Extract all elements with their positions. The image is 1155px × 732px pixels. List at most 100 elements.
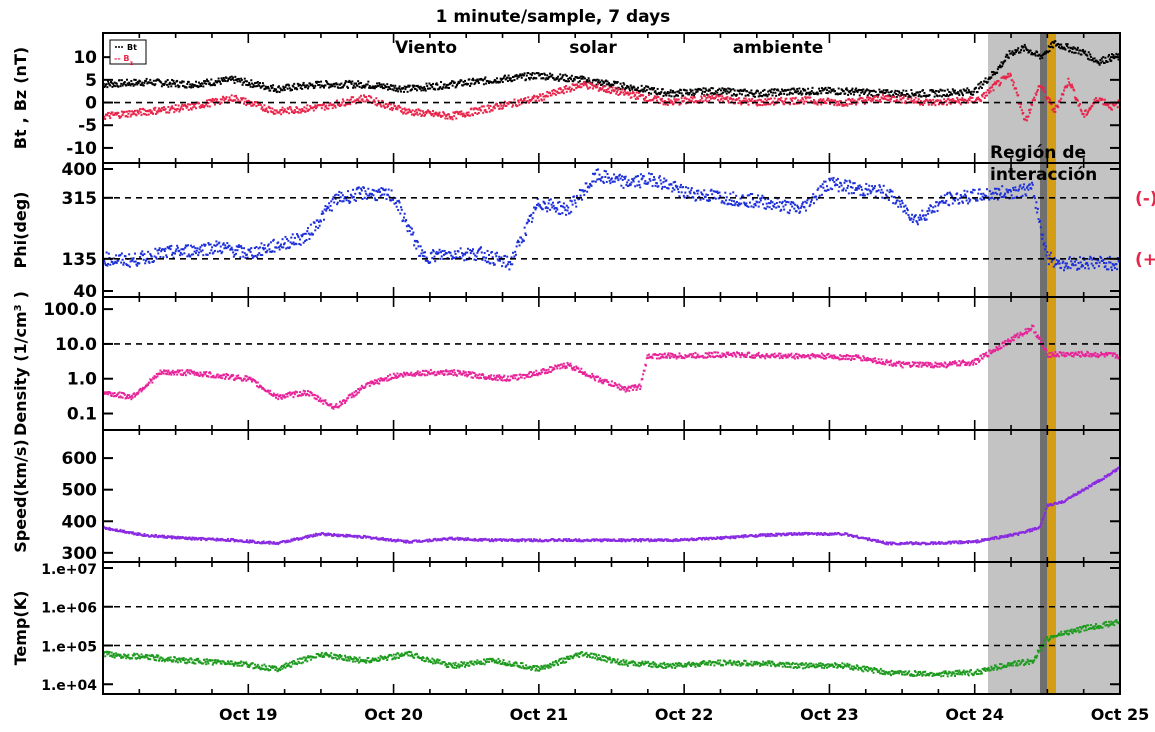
- data-point: [368, 86, 371, 89]
- data-point: [476, 251, 479, 254]
- data-point: [1069, 267, 1072, 270]
- data-point: [396, 200, 399, 203]
- data-point: [245, 100, 248, 103]
- data-point: [1052, 46, 1055, 49]
- data-point: [563, 85, 566, 88]
- data-point: [240, 78, 243, 81]
- data-point: [154, 106, 157, 109]
- data-point: [338, 190, 341, 193]
- data-point: [852, 93, 855, 96]
- data-point: [610, 384, 613, 387]
- data-point: [768, 206, 771, 209]
- data-point: [706, 100, 709, 103]
- data-point: [982, 83, 985, 86]
- data-point: [384, 188, 387, 191]
- data-point: [310, 232, 313, 235]
- data-point: [719, 93, 722, 96]
- data-point: [769, 89, 772, 92]
- data-point: [109, 84, 112, 87]
- data-point: [140, 253, 143, 256]
- data-point: [639, 385, 642, 388]
- data-point: [949, 102, 952, 105]
- data-point: [551, 73, 554, 76]
- data-point: [1099, 59, 1102, 62]
- data-point: [548, 370, 551, 373]
- data-point: [1089, 53, 1092, 56]
- data-point: [565, 80, 568, 83]
- data-point: [598, 379, 601, 382]
- data-point: [851, 97, 854, 100]
- data-point: [363, 196, 366, 199]
- data-point: [525, 78, 528, 81]
- data-point: [949, 193, 952, 196]
- data-point: [190, 108, 193, 111]
- data-point: [920, 95, 923, 98]
- data-point: [501, 376, 504, 379]
- data-point: [978, 82, 981, 85]
- data-point: [293, 391, 296, 394]
- data-point: [181, 80, 184, 83]
- data-point: [396, 88, 399, 91]
- data-point: [670, 355, 673, 358]
- data-point: [316, 394, 319, 397]
- data-point: [826, 89, 829, 92]
- data-point: [1030, 187, 1033, 190]
- data-point: [622, 186, 625, 189]
- data-point: [615, 90, 618, 93]
- data-point: [167, 85, 170, 88]
- data-point: [444, 117, 447, 120]
- data-point: [148, 381, 151, 384]
- data-point: [980, 94, 983, 97]
- data-point: [1098, 261, 1101, 264]
- data-point: [196, 371, 199, 374]
- data-point: [203, 106, 206, 109]
- data-point: [564, 367, 567, 370]
- data-point: [184, 371, 187, 374]
- data-point: [407, 84, 410, 87]
- data-point: [758, 98, 761, 101]
- data-point: [261, 387, 264, 390]
- data-point: [1000, 196, 1003, 199]
- data-point: [163, 82, 166, 85]
- data-point: [429, 112, 432, 115]
- data-point: [141, 250, 144, 253]
- data-point: [434, 111, 437, 114]
- data-point: [1036, 207, 1039, 210]
- data-point: [625, 87, 628, 90]
- data-point: [485, 111, 488, 114]
- data-point: [1074, 98, 1077, 101]
- data-point: [845, 180, 848, 183]
- data-point: [215, 240, 218, 243]
- data-point: [579, 194, 582, 197]
- data-point: [771, 101, 774, 104]
- data-point: [260, 386, 263, 389]
- data-point: [802, 98, 805, 101]
- data-point: [144, 259, 147, 262]
- data-point: [881, 196, 884, 199]
- data-point: [1065, 262, 1068, 265]
- data-point: [369, 95, 372, 98]
- data-point: [1036, 211, 1039, 214]
- data-point: [846, 104, 849, 107]
- data-point: [665, 355, 668, 358]
- data-point: [323, 108, 326, 111]
- data-point: [408, 225, 411, 228]
- data-point: [1009, 189, 1012, 192]
- data-point: [545, 77, 548, 80]
- data-point: [162, 256, 165, 259]
- data-point: [140, 83, 143, 86]
- data-point: [153, 108, 156, 111]
- data-point: [449, 369, 452, 372]
- data-point: [218, 101, 221, 104]
- data-point: [665, 94, 668, 97]
- data-point: [667, 92, 670, 95]
- data-point: [1012, 53, 1015, 56]
- data-point: [1066, 84, 1069, 87]
- data-point: [561, 90, 564, 93]
- data-point: [554, 78, 557, 81]
- data-point: [1028, 111, 1031, 114]
- data-point: [1065, 264, 1068, 267]
- data-point: [440, 80, 443, 83]
- data-point: [1017, 189, 1020, 192]
- data-point: [1033, 52, 1036, 55]
